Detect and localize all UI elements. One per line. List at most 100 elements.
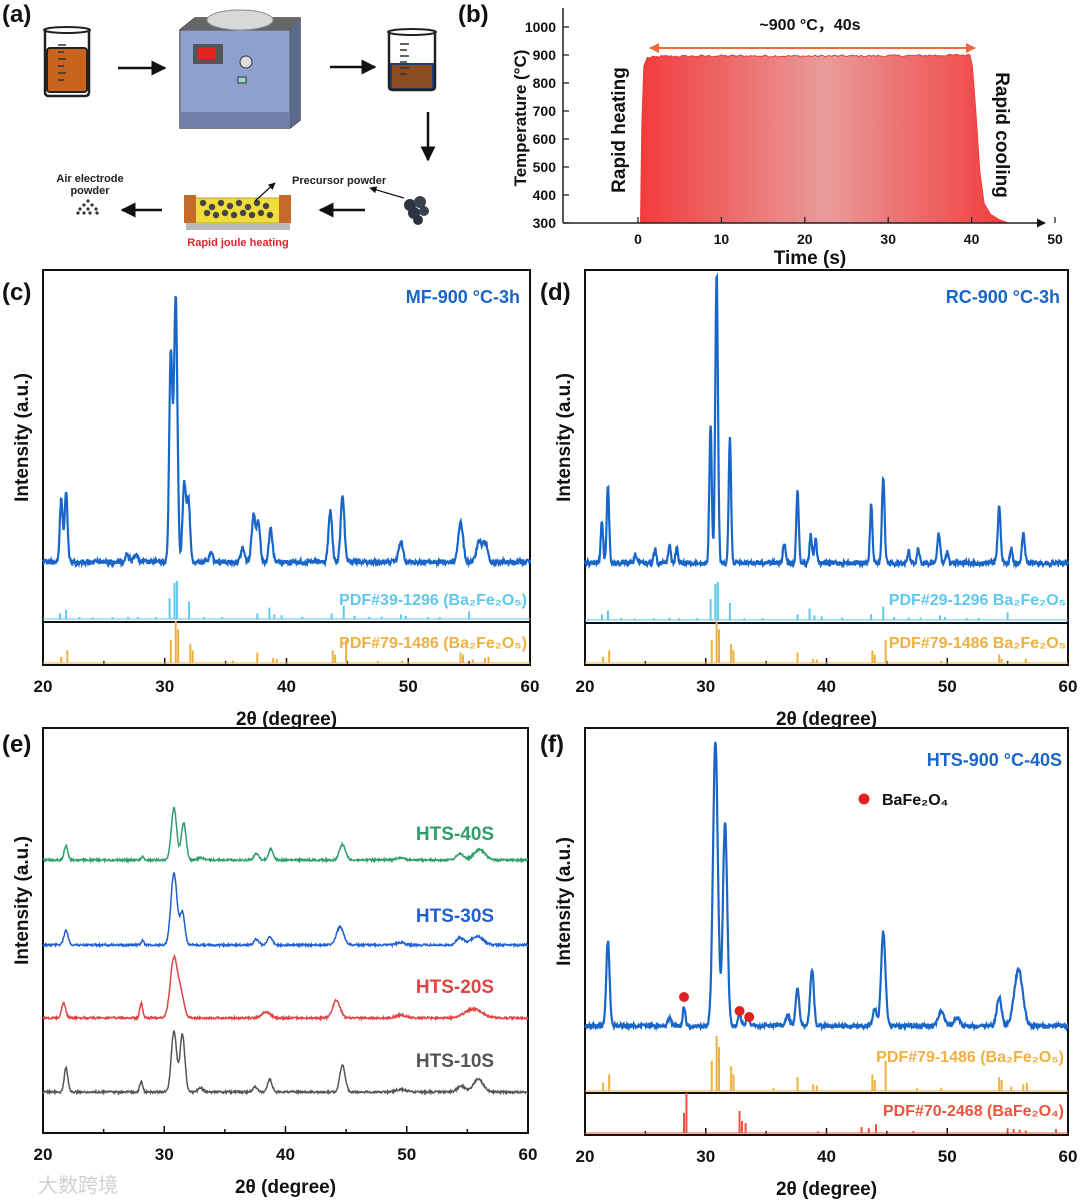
x-tick-label: 20 [576, 1147, 595, 1166]
series-label: HTS-20S [416, 977, 494, 998]
arrow-icon [254, 182, 276, 202]
x-tick-label: 40 [276, 1145, 295, 1164]
xrd-curve-hts-40s [42, 806, 528, 864]
plot-frame [42, 727, 529, 1134]
x-tick-label: 30 [696, 1147, 715, 1166]
x-tick-label: 50 [397, 1145, 416, 1164]
xrd-chart-mf: 20 30 40 50 60 2θ (degree) Intensity (a.u.) PDF… [12, 269, 540, 730]
x-axis-title: 2θ (degree) [235, 1177, 336, 1198]
x-tick-label: 10 [714, 231, 730, 247]
y-axis-title: Intensity (a.u.) [554, 373, 575, 502]
y-axis-title: Intensity (a.u.) [554, 837, 575, 966]
x-tick-label: 20 [576, 677, 595, 696]
beaker-solution-icon [43, 26, 91, 98]
temperature-profile-chart: 300 400 500 600 700 800 900 1000 0 10 20 30 40 50 Time… [511, 8, 1063, 269]
x-tick-label: 50 [938, 677, 957, 696]
panel-label-e: (e) [2, 731, 31, 758]
arrow-icon [369, 186, 405, 199]
y-tick-label: 300 [533, 215, 557, 231]
xrd-curve [583, 272, 1070, 570]
y-tick-label: 900 [533, 47, 557, 63]
y-tick-label: 700 [533, 103, 557, 119]
beaker-dried-icon [387, 28, 437, 92]
reference-label: PDF#79-1486 Ba₂Fe₂O₅ [889, 635, 1066, 652]
x-tick-label: 60 [1059, 677, 1078, 696]
series-label: HTS-40S [416, 824, 494, 845]
x-tick-label: 40 [817, 1147, 836, 1166]
x-tick-label: 30 [155, 677, 174, 696]
hot-plate-stirrer-icon [179, 9, 301, 129]
rapid-cooling-annotation: Rapid cooling [991, 72, 1012, 198]
reference-label: PDF#70-2468 (BaFe₂O₄) [883, 1103, 1064, 1120]
panel-label-d: (d) [540, 279, 571, 306]
y-tick-label: 600 [533, 131, 557, 147]
panel-label-f: (f) [540, 731, 564, 758]
y-tick-label: 400 [533, 187, 557, 203]
air-electrode-label-line1: Air electrode [56, 173, 123, 185]
xrd-chart-rc: 20 30 40 50 60 2θ (degree) Intensity (a.u.) PDF… [554, 269, 1078, 730]
x-tick-label: 20 [34, 1145, 53, 1164]
x-tick-label: 60 [521, 677, 540, 696]
phase-marker [734, 1006, 745, 1016]
legend-marker [858, 793, 870, 805]
chart-title: RC-900 °C-3h [946, 287, 1060, 307]
xrd-curve [41, 295, 532, 569]
x-tick-label: 40 [277, 677, 296, 696]
x-tick-label: 20 [34, 677, 53, 696]
x-tick-label: 60 [519, 1145, 538, 1164]
precursor-powder-icon [404, 196, 429, 225]
x-tick-label: 40 [817, 677, 836, 696]
rapid-heating-annotation: Rapid heating [609, 67, 630, 193]
panel-label-b: (b) [458, 1, 489, 28]
xrd-curve-hts-10s [42, 1029, 529, 1096]
chart-title: HTS-900 °C-40S [927, 750, 1062, 770]
x-tick-label: 30 [696, 677, 715, 696]
x-tick-label: 20 [797, 231, 813, 247]
reference-label: PDF#39-1296 (Ba₂Fe₂O₅) [339, 592, 527, 609]
x-axis-title: 2θ (degree) [776, 709, 877, 730]
phase-marker [744, 1012, 755, 1022]
rapid-joule-heating-label: Rapid joule heating [187, 237, 288, 249]
panel-label-c: (c) [2, 279, 31, 306]
synthesis-schematic: Precursor powder Rapid joule heating Air… [43, 9, 437, 249]
phase-marker [679, 992, 690, 1002]
reference-label: PDF#79-1486 (Ba₂Fe₂O₅) [339, 635, 527, 652]
x-tick-label: 40 [964, 231, 980, 247]
xrd-chart-hts-series: 20 30 40 50 60 2θ (degree) Intensity (a.u.) HTS… [12, 727, 538, 1198]
x-axis-title: 2θ (degree) [236, 709, 337, 730]
chart-title: ~900 °C，40s [759, 17, 860, 34]
x-tick-label: 50 [1047, 231, 1063, 247]
legend-label: BaFe₂O₄ [882, 792, 948, 809]
x-axis-title: 2θ (degree) [776, 1179, 877, 1200]
x-tick-label: 30 [880, 231, 896, 247]
y-axis-title: Intensity (a.u.) [12, 373, 33, 502]
reference-label: PDF#79-1486 (Ba₂Fe₂O₅) [876, 1049, 1064, 1066]
y-tick-label: 500 [533, 159, 557, 175]
x-tick-label: 0 [634, 231, 642, 247]
series-label: HTS-10S [416, 1051, 494, 1072]
panel-label-a: (a) [2, 1, 31, 28]
x-tick-label: 50 [399, 677, 418, 696]
plot-frame [584, 727, 1069, 1136]
x-tick-label: 50 [938, 1147, 957, 1166]
xrd-curve-hts-20s [42, 953, 529, 1022]
air-electrode-label-line2: powder [70, 185, 110, 197]
x-axis-title: Time (s) [774, 248, 847, 269]
y-tick-label: 800 [533, 75, 557, 91]
y-tick-label: 1000 [525, 19, 556, 35]
xrd-curve [584, 741, 1069, 1032]
electrode-powder-icon [76, 199, 99, 215]
joule-heating-boat-icon [184, 195, 291, 230]
x-tick-label: 60 [1059, 1147, 1078, 1166]
chart-title: MF-900 °C-3h [406, 287, 520, 307]
x-tick-label: 30 [155, 1145, 174, 1164]
xrd-curve-hts-30s [42, 871, 529, 949]
precursor-powder-label: Precursor powder [292, 175, 387, 187]
y-axis-title: Temperature (°C) [511, 50, 530, 187]
temperature-area [639, 53, 1009, 224]
reference-label: PDF#29-1296 Ba₂Fe₂O₅ [889, 592, 1066, 609]
y-axis-title: Intensity (a.u.) [12, 836, 33, 965]
watermark: 大数跨境 [38, 1174, 118, 1197]
series-label: HTS-30S [416, 906, 494, 927]
